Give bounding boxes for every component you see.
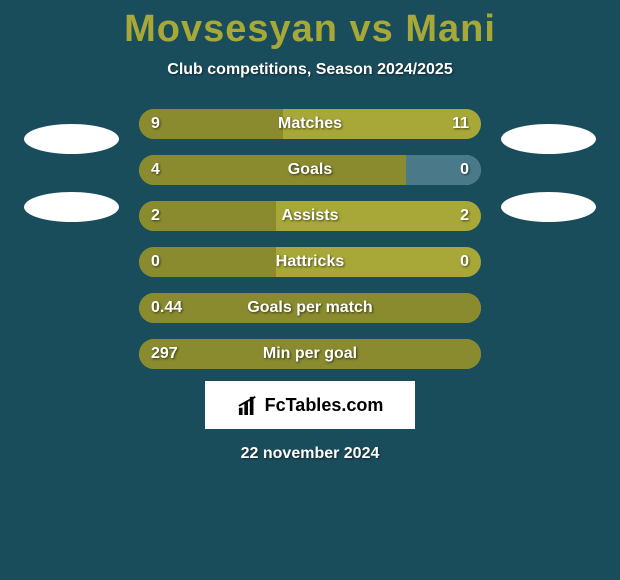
left-player-badges [24, 109, 119, 222]
stat-row-goals: 4 Goals 0 [139, 155, 481, 185]
stat-left-val: 0.44 [151, 299, 182, 317]
stats-container: 9 Matches 11 4 Goals 0 2 Assists 2 0 Hat… [139, 109, 481, 369]
player-badge-right-2 [501, 192, 596, 222]
player-badge-left-1 [24, 124, 119, 154]
stat-left-val: 9 [151, 115, 160, 133]
comparison-content: 9 Matches 11 4 Goals 0 2 Assists 2 0 Hat… [0, 109, 620, 369]
logo-box: FcTables.com [205, 381, 415, 429]
bar-left-matches [139, 109, 283, 139]
stat-left-val: 2 [151, 207, 160, 225]
stat-row-mpg: 297 Min per goal [139, 339, 481, 369]
stat-right-val: 0 [460, 161, 469, 179]
stat-label: Min per goal [263, 345, 357, 363]
stat-left-val: 4 [151, 161, 160, 179]
stat-right-val: 0 [460, 253, 469, 271]
stat-left-val: 297 [151, 345, 178, 363]
stat-label: Assists [282, 207, 339, 225]
stat-label: Goals [288, 161, 332, 179]
player-badge-left-2 [24, 192, 119, 222]
logo-text: FcTables.com [265, 395, 384, 416]
player-badge-right-1 [501, 124, 596, 154]
chart-icon [237, 395, 259, 415]
stat-label: Matches [278, 115, 342, 133]
stat-right-val: 2 [460, 207, 469, 225]
footer-date: 22 november 2024 [0, 445, 620, 463]
stat-left-val: 0 [151, 253, 160, 271]
stat-label: Goals per match [247, 299, 372, 317]
page-title: Movsesyan vs Mani [0, 0, 620, 51]
stat-row-assists: 2 Assists 2 [139, 201, 481, 231]
stat-label: Hattricks [276, 253, 344, 271]
stat-row-hattricks: 0 Hattricks 0 [139, 247, 481, 277]
right-player-badges [501, 109, 596, 222]
page-subtitle: Club competitions, Season 2024/2025 [0, 61, 620, 79]
bar-right-goals [406, 155, 481, 185]
stat-row-gpm: 0.44 Goals per match [139, 293, 481, 323]
stat-row-matches: 9 Matches 11 [139, 109, 481, 139]
bar-left-goals [139, 155, 406, 185]
stat-right-val: 11 [452, 115, 469, 133]
